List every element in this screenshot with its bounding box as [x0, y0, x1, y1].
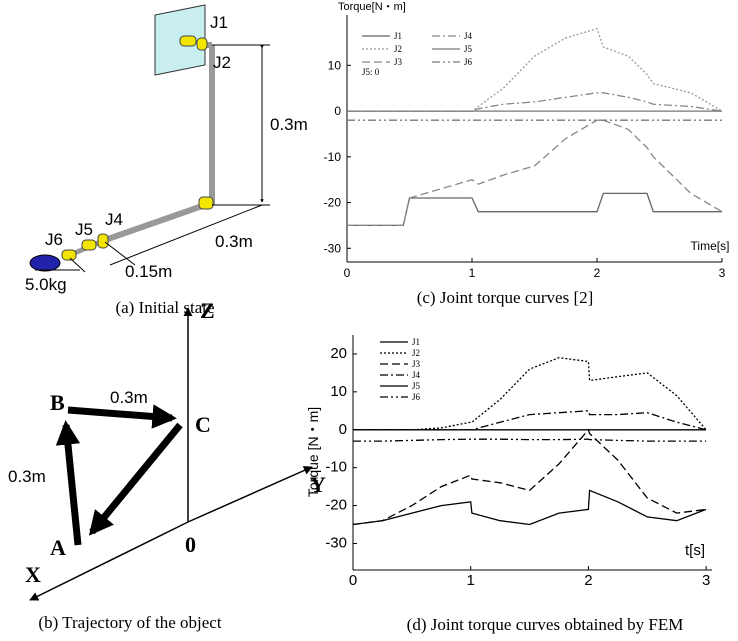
x-tick-label: 3: [702, 572, 710, 589]
series-line: [353, 410, 707, 431]
legend-label: J1: [412, 337, 420, 347]
y-tick-label: -10: [324, 150, 342, 164]
x-tick-label: 0: [349, 572, 357, 589]
charts: 100-10-20-300 1 2 3J1J2J3J4J5J6Torque[N・m]T…: [305, 1, 729, 634]
legend-label: J6: [464, 57, 473, 67]
x-axis-label: t[s]: [685, 542, 705, 559]
legend-label: J1: [394, 31, 402, 41]
label: 5.0kg: [25, 275, 67, 294]
label: J1: [210, 13, 228, 32]
y-tick-label: -30: [325, 534, 347, 551]
label: 0.3m: [215, 232, 253, 251]
point-label: A: [50, 535, 66, 560]
y-axis-label: Torque [N・m]: [305, 407, 321, 497]
link: [104, 202, 206, 243]
series-line: [347, 92, 723, 112]
y-tick-label: 0: [334, 104, 341, 118]
y-tick-label: 10: [330, 383, 347, 400]
trajectory-arrows: [55, 404, 183, 546]
x-tick-label: 3: [719, 266, 726, 280]
legend-label: J5: [464, 44, 473, 54]
series-line: [347, 192, 722, 227]
edge-label: 0.3m: [8, 467, 46, 486]
series-line: [347, 27, 723, 112]
robot-diagram: J1 J2 0.3m J4 J5 J6 0.3m 0.15m 5.0kg (a)…: [25, 4, 308, 317]
label: J4: [105, 210, 123, 229]
x-tick-label: 2: [594, 266, 601, 280]
legend-label: J5: [412, 381, 421, 391]
series-line: [347, 119, 723, 227]
axis-label: X: [25, 562, 41, 587]
legend-label: J4: [464, 31, 473, 41]
label: 0.3m: [270, 115, 308, 134]
legend-label: J3: [394, 57, 403, 67]
series-line: [353, 438, 707, 442]
legend-label: J2: [412, 348, 420, 358]
x-tick-label: 0: [344, 266, 351, 280]
y-tick-label: -20: [324, 196, 342, 210]
point-label: B: [50, 390, 65, 415]
axis-label: Z: [200, 298, 215, 323]
series-line: [352, 428, 707, 526]
edge-label: 0.3m: [110, 388, 148, 407]
label: J5: [75, 220, 93, 239]
legend-label: J6: [412, 392, 421, 402]
label: J2: [213, 53, 231, 72]
x-axis-label: Time[s]: [691, 239, 730, 253]
y-axis-label: Torque[N・m]: [338, 1, 406, 13]
axis-label: 0: [185, 532, 196, 557]
series-line: [352, 489, 707, 526]
point-label: C: [195, 412, 211, 437]
y-tick-label: -30: [324, 241, 342, 255]
axis-label: Y: [310, 472, 326, 497]
caption: (d) Joint torque curves obtained by FEM: [407, 615, 684, 634]
trajectory-diagram: Z Y X 0 B C A 0.3m 0.3m (b) Trajectory o…: [8, 298, 326, 632]
caption: (b) Trajectory of the object: [38, 613, 221, 632]
y-tick-label: 10: [328, 58, 342, 72]
caption: (c) Joint torque curves [2]: [417, 288, 594, 307]
joints: [61, 35, 214, 261]
legend-label: J3: [412, 359, 421, 369]
annotation: J5: 0: [362, 67, 380, 77]
chart: 100-10-20-300 1 2 3J1J2J3J4J5J6Torque[N・m]T…: [324, 1, 730, 307]
legend-label: J2: [394, 44, 402, 54]
y-tick-label: -10: [325, 459, 347, 476]
x-tick-label: 2: [584, 572, 592, 589]
series-line: [353, 357, 707, 431]
x-tick-label: 1: [467, 572, 475, 589]
x-tick-label: 1: [469, 266, 476, 280]
y-tick-label: 0: [339, 421, 347, 438]
label: J6: [45, 230, 63, 249]
label: 0.15m: [125, 262, 172, 281]
payload: [29, 254, 61, 272]
legend-label: J4: [412, 370, 421, 380]
y-tick-label: 20: [330, 345, 347, 362]
y-tick-label: -20: [325, 497, 347, 514]
